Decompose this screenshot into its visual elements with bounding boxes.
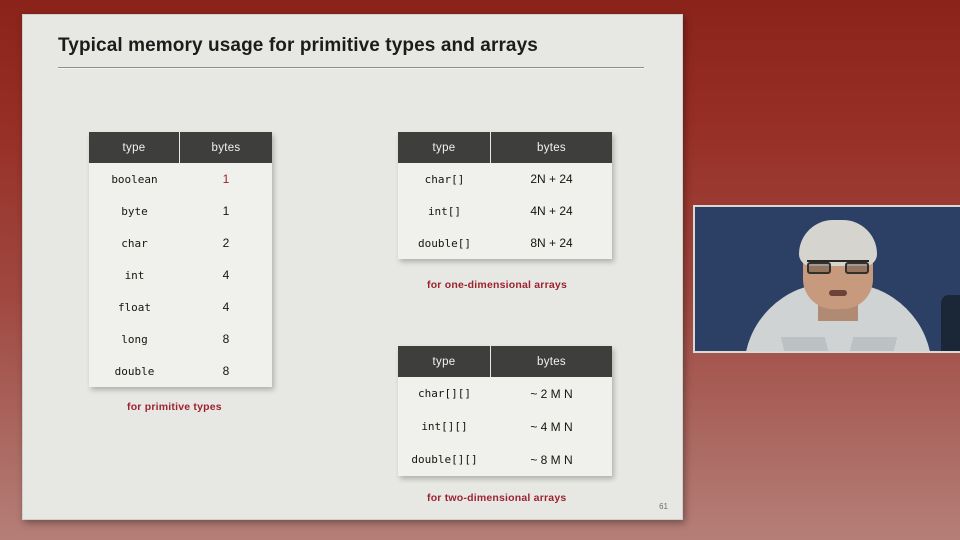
cell-bytes: ~ 8 M N bbox=[530, 452, 573, 467]
cell-type: int[][] bbox=[421, 420, 468, 433]
cell-bytes: 1 bbox=[222, 204, 230, 218]
lecturer-video-overlay[interactable] bbox=[693, 205, 960, 353]
cell-type: char bbox=[121, 236, 148, 250]
page-title: Typical memory usage for primitive types… bbox=[58, 35, 538, 56]
cell-bytes: 2 bbox=[222, 236, 230, 250]
cell-bytes: 4 bbox=[222, 268, 230, 282]
cell-type: boolean bbox=[111, 172, 158, 186]
cell-type: double[][] bbox=[411, 453, 478, 466]
cell-bytes: 8 bbox=[222, 364, 230, 378]
table-row: char[][] ~ 2 M N bbox=[398, 377, 612, 410]
cell-bytes: 8N + 24 bbox=[530, 236, 573, 250]
table-row: int 4 bbox=[89, 259, 272, 291]
cell-bytes: ~ 4 M N bbox=[530, 419, 573, 434]
cell-type: byte bbox=[121, 204, 148, 218]
cell-type: long bbox=[121, 332, 148, 346]
cell-bytes: 8 bbox=[222, 332, 230, 346]
cell-type: int[] bbox=[427, 204, 462, 218]
column-header-bytes: bytes bbox=[211, 141, 241, 154]
table-row: boolean 1 bbox=[89, 163, 272, 195]
table-row: double 8 bbox=[89, 355, 272, 387]
caption-one-dimensional-arrays: for one-dimensional arrays bbox=[427, 279, 567, 291]
cell-type: char[][] bbox=[418, 387, 471, 400]
cell-bytes: 4 bbox=[222, 300, 230, 314]
cell-type: int bbox=[124, 268, 145, 282]
table-one-dimensional-arrays: type bytes char[] 2N + 24 int[] 4N + 24 … bbox=[398, 132, 612, 259]
table-header-row: type bytes bbox=[398, 132, 612, 163]
glasses-icon bbox=[807, 260, 869, 274]
cell-bytes: 1 bbox=[222, 172, 230, 186]
table-row: char 2 bbox=[89, 227, 272, 259]
table-primitive-types: type bytes boolean 1 byte 1 char 2 int 4… bbox=[89, 132, 272, 387]
cell-bytes: 4N + 24 bbox=[530, 204, 573, 218]
column-header-type: type bbox=[89, 132, 180, 163]
presentation-slide: Typical memory usage for primitive types… bbox=[22, 14, 683, 520]
table-two-dimensional-arrays: type bytes char[][] ~ 2 M N int[][] ~ 4 … bbox=[398, 346, 612, 476]
table-row: float 4 bbox=[89, 291, 272, 323]
column-header-type: type bbox=[398, 346, 491, 377]
cell-bytes: ~ 2 M N bbox=[530, 386, 573, 401]
column-header-type: type bbox=[398, 132, 491, 163]
caption-two-dimensional-arrays: for two-dimensional arrays bbox=[427, 492, 567, 504]
table-row: long 8 bbox=[89, 323, 272, 355]
shirt-collar-left bbox=[780, 337, 840, 351]
glasses-lens-left bbox=[807, 262, 831, 274]
table-header-row: type bytes bbox=[89, 132, 272, 163]
table-row: char[] 2N + 24 bbox=[398, 163, 612, 195]
table-row: double[][] ~ 8 M N bbox=[398, 443, 612, 476]
column-header-bytes: bytes bbox=[537, 355, 566, 368]
cell-type: double bbox=[114, 364, 155, 378]
slide-page-number: 61 bbox=[659, 502, 668, 511]
table-row: byte 1 bbox=[89, 195, 272, 227]
speaker-mouth bbox=[829, 290, 847, 296]
cell-type: float bbox=[117, 300, 152, 314]
glasses-lens-right bbox=[845, 262, 869, 274]
table-header-row: type bytes bbox=[398, 346, 612, 377]
cell-type: double[] bbox=[418, 236, 471, 250]
caption-primitive-types: for primitive types bbox=[127, 401, 222, 413]
table-row: int[] 4N + 24 bbox=[398, 195, 612, 227]
cell-bytes: 2N + 24 bbox=[530, 172, 573, 186]
shirt-collar-right bbox=[838, 337, 898, 351]
column-header-bytes: bytes bbox=[537, 141, 566, 154]
title-divider bbox=[58, 67, 644, 68]
table-row: double[] 8N + 24 bbox=[398, 227, 612, 259]
cell-type: char[] bbox=[424, 172, 465, 186]
table-row: int[][] ~ 4 M N bbox=[398, 410, 612, 443]
chair-back bbox=[941, 295, 960, 351]
speaker-hair bbox=[799, 220, 877, 266]
